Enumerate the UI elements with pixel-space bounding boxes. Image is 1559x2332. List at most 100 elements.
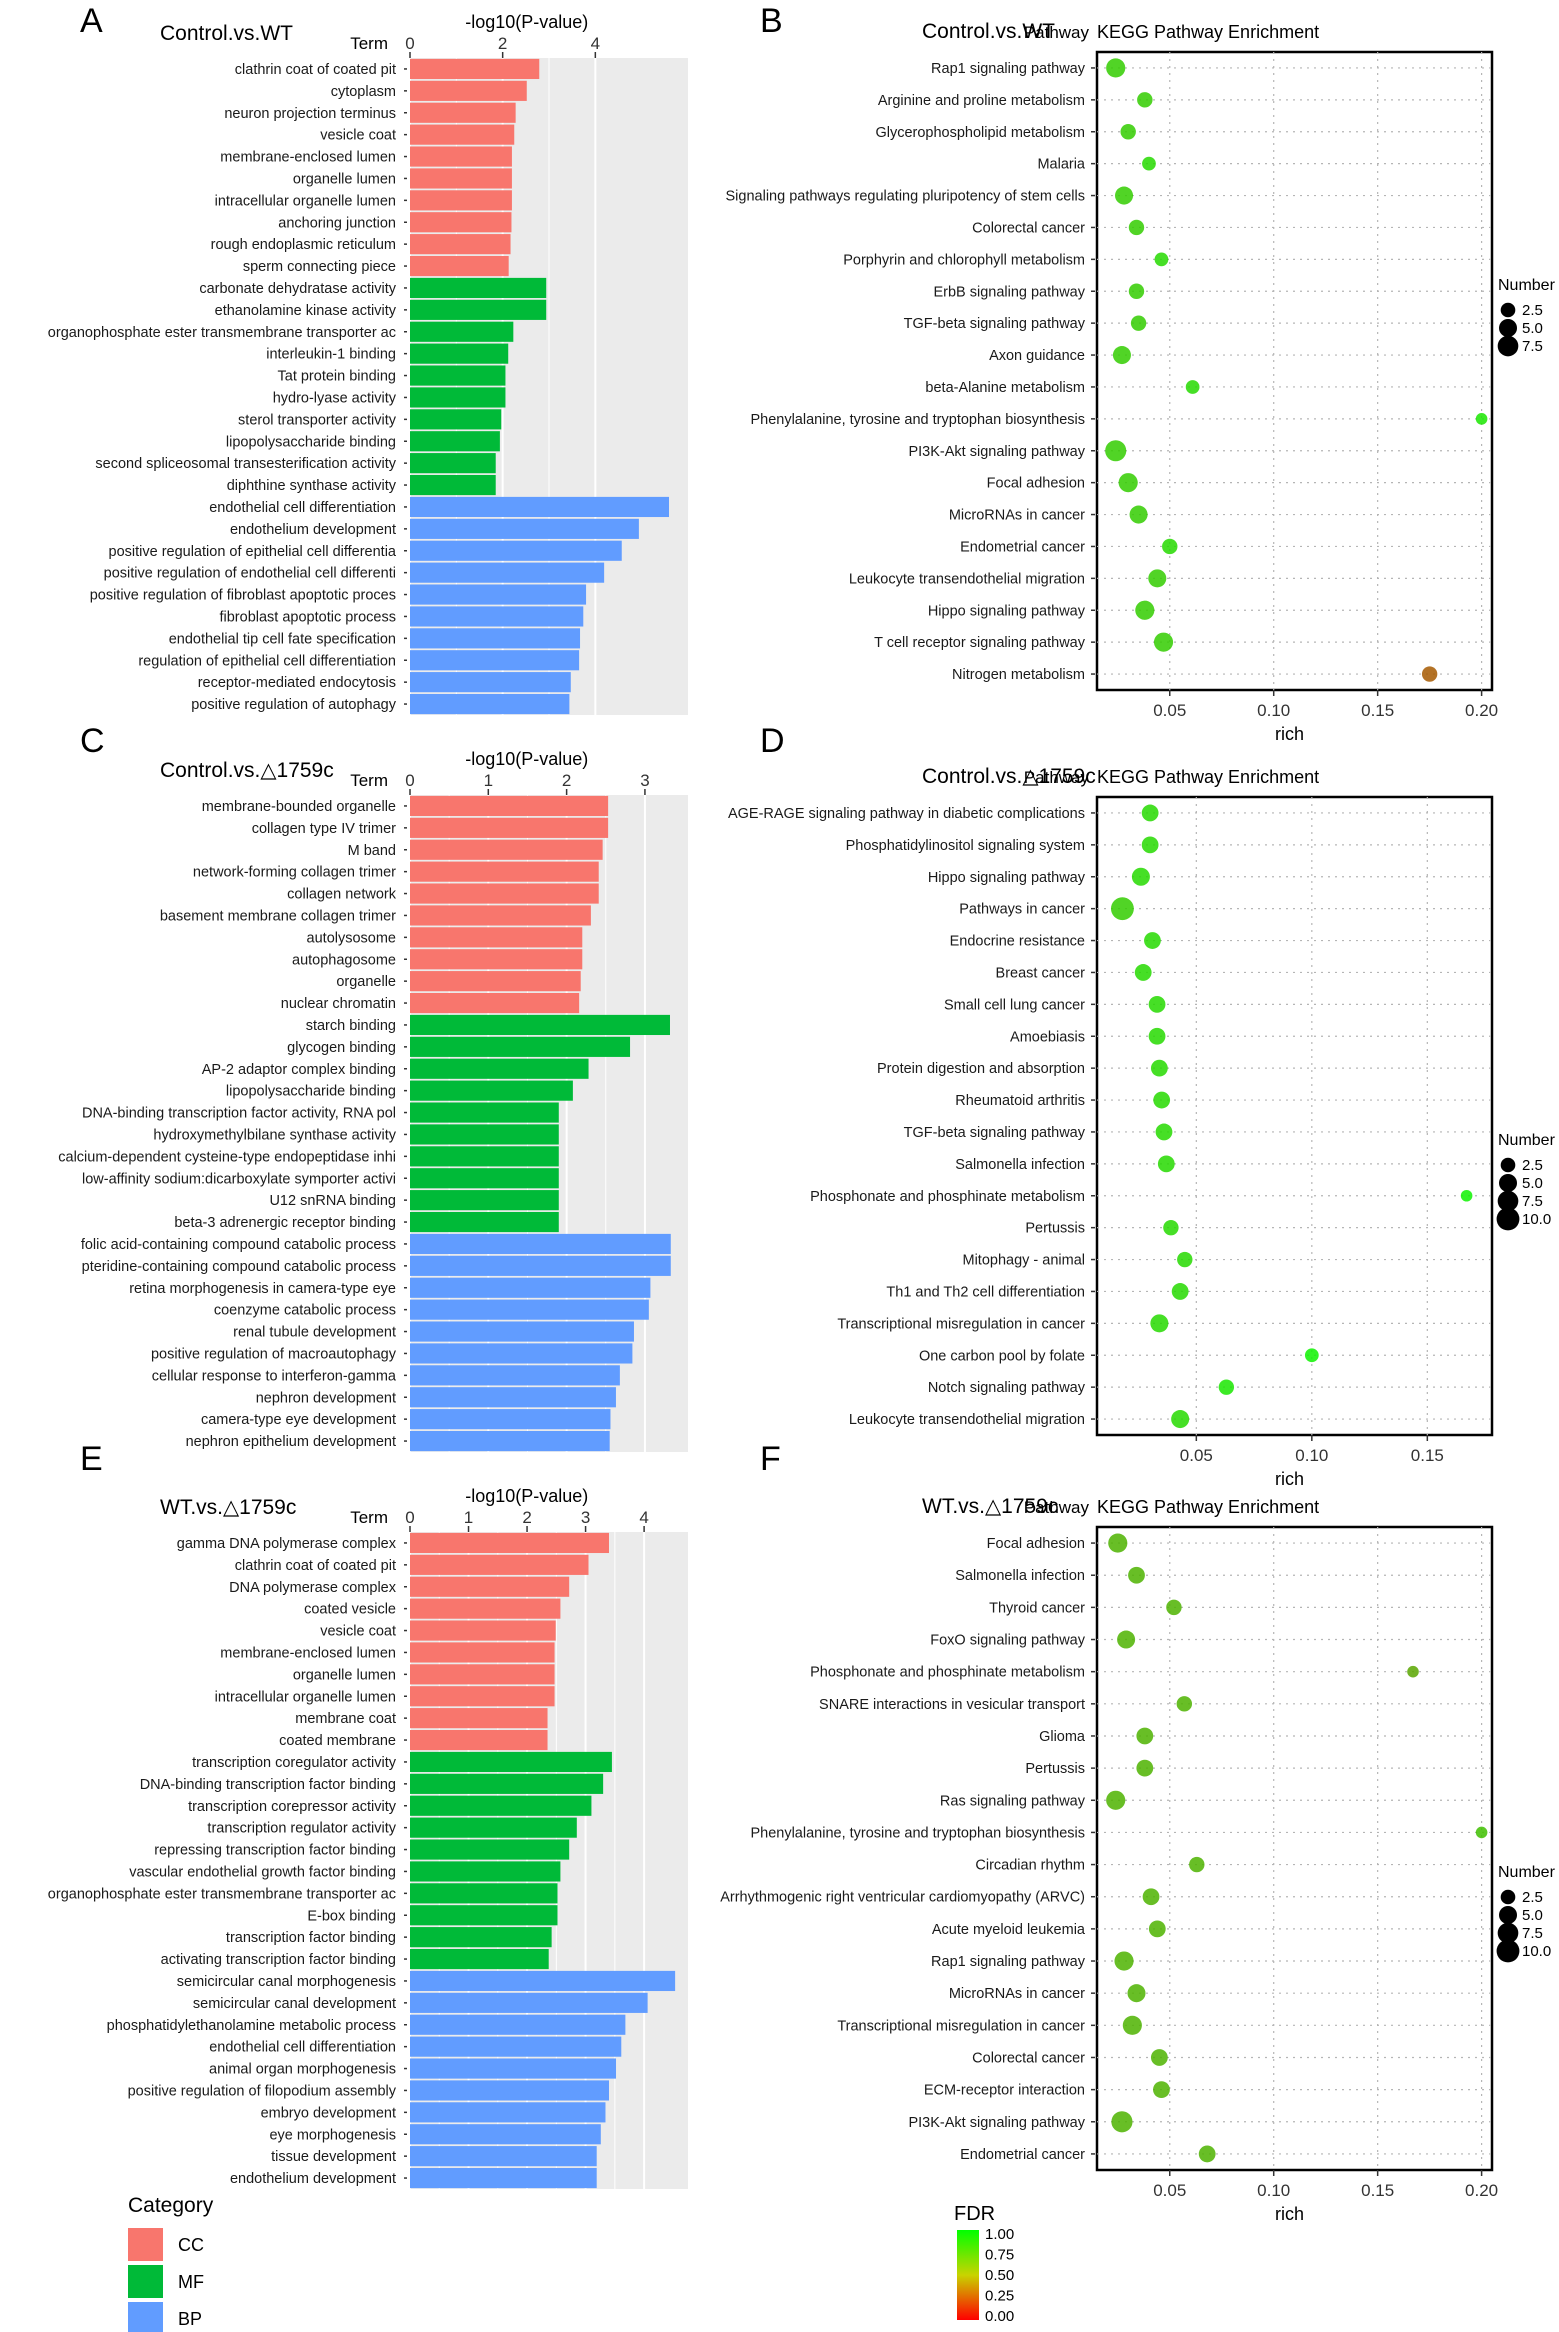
category-label: hydro-lyase activity <box>273 390 397 406</box>
category-swatch <box>128 2265 163 2298</box>
category-label: nephron epithelium development <box>186 1434 396 1450</box>
size-legend-label: 2.5 <box>1522 302 1543 319</box>
x-tick-label: 0.20 <box>1465 2181 1498 2200</box>
bar <box>410 1409 611 1430</box>
pathway-label: Circadian rhythm <box>975 1858 1085 1874</box>
bar <box>410 1642 555 1663</box>
pathway-label: SNARE interactions in vesicular transpor… <box>819 1697 1085 1713</box>
pathway-label: Transcriptional misregulation in cancer <box>837 1316 1085 1332</box>
pathway-label: Phosphonate and phosphinate metabolism <box>810 1665 1085 1681</box>
category-label: network-forming collagen trimer <box>193 865 396 881</box>
x-tick-label: 1 <box>484 771 493 790</box>
bar <box>410 540 622 561</box>
pathway-label: Endocrine resistance <box>950 934 1085 950</box>
y-axis-title: Pathway <box>1024 1498 1090 1517</box>
size-legend-label: 10.0 <box>1522 1211 1551 1228</box>
pathway-label: Arrhythmogenic right ventricular cardiom… <box>720 1890 1085 1906</box>
pathway-label: Endometrial cancer <box>960 2147 1085 2163</box>
category-label: collagen network <box>287 887 397 903</box>
y-axis-title: Pathway <box>1024 768 1090 787</box>
size-legend-dot <box>1498 1905 1518 1925</box>
bar <box>410 606 584 627</box>
data-point <box>1171 1410 1190 1429</box>
fdr-legend-label: 0.25 <box>985 2288 1014 2305</box>
category-label: membrane-enclosed lumen <box>220 150 396 166</box>
size-legend-dot <box>1498 318 1518 338</box>
category-label: beta-3 adrenergic receptor binding <box>174 1215 396 1231</box>
category-label: low-affinity sodium:dicarboxylate sympor… <box>82 1171 396 1187</box>
category-label: nuclear chromatin <box>281 996 396 1012</box>
bar <box>410 343 509 364</box>
bar <box>410 1948 549 1970</box>
fdr-legend-label: 1.00 <box>985 2226 1014 2243</box>
fdr-legend-label: 0.75 <box>985 2247 1014 2264</box>
bar <box>410 102 516 123</box>
category-label: carbonate dehydratase activity <box>199 281 396 297</box>
category-label: Tat protein binding <box>278 369 397 385</box>
bar <box>410 2167 597 2189</box>
bar <box>410 234 511 255</box>
category-label: second spliceosomal transesterification … <box>95 456 396 472</box>
category-label: E-box binding <box>307 1908 396 1924</box>
bar <box>410 1014 670 1036</box>
category-legend-label: CC <box>178 2235 204 2255</box>
category-label: cellular response to interferon-gamma <box>152 1368 397 1384</box>
category-label: ethanolamine kinase activity <box>215 303 397 319</box>
size-legend: Number 2.55.07.5 <box>1497 277 1556 357</box>
data-point <box>1148 1027 1166 1045</box>
pathway-label: FoxO signaling pathway <box>930 1633 1085 1649</box>
pathway-label: TGF-beta signaling pathway <box>904 1125 1086 1141</box>
category-label: gamma DNA polymerase complex <box>177 1536 397 1552</box>
data-point <box>1115 186 1134 205</box>
data-point <box>1141 836 1159 854</box>
size-legend: Number 2.55.07.510.0 <box>1496 1864 1556 1963</box>
pathway-label: Phenylalanine, tyrosine and tryptophan b… <box>750 1825 1085 1841</box>
data-point <box>1475 1826 1488 1839</box>
category-label: intracellular organelle lumen <box>215 193 396 209</box>
pathway-label: Phosphonate and phosphinate metabolism <box>810 1189 1085 1205</box>
x-tick-label: 0 <box>405 34 414 53</box>
category-label: clathrin coat of coated pit <box>235 62 396 78</box>
category-label: DNA-binding transcription factor binding <box>140 1777 396 1793</box>
category-label: anchoring junction <box>278 215 396 231</box>
category-label: autolysosome <box>307 930 396 946</box>
category-label: cytoplasm <box>331 84 396 100</box>
size-legend-label: 5.0 <box>1522 1907 1543 1924</box>
category-label: endothelium development <box>230 2171 396 2187</box>
size-legend-label: 10.0 <box>1522 1943 1551 1960</box>
bar <box>410 1058 589 1079</box>
x-tick-label: 0.10 <box>1295 1446 1328 1465</box>
size-legend-dot <box>1500 1157 1516 1173</box>
data-point <box>1128 219 1145 236</box>
bar <box>410 1905 558 1926</box>
category-label: interleukin-1 binding <box>266 347 396 363</box>
data-point <box>1304 1348 1319 1363</box>
data-point <box>1112 346 1131 365</box>
category-label: camera-type eye development <box>201 1412 396 1428</box>
category-label: DNA-binding transcription factor activit… <box>82 1106 396 1122</box>
size-legend-dot <box>1497 335 1519 357</box>
category-label: DNA polymerase complex <box>229 1580 397 1596</box>
bar <box>410 431 500 452</box>
pathway-label: Arginine and proline metabolism <box>878 93 1085 109</box>
bar <box>410 387 506 408</box>
bar <box>410 2014 626 2035</box>
pathway-label: Acute myeloid leukemia <box>932 1922 1086 1938</box>
panel-letter: E <box>80 1440 103 1478</box>
data-point <box>1162 538 1178 555</box>
bar <box>410 496 670 518</box>
size-legend-label: 5.0 <box>1522 320 1543 337</box>
bar <box>410 672 571 693</box>
category-label: calcium-dependent cysteine-type endopept… <box>58 1149 396 1165</box>
panel-f-dot-plot: 0.05 0.10 0.15 0.20 rich Pathway KEGG Pathway … <box>720 1440 1555 2224</box>
category-swatch <box>128 2302 163 2332</box>
category-label: coated membrane <box>279 1733 396 1749</box>
pathway-label: Thyroid cancer <box>989 1600 1085 1616</box>
x-axis-title: -log10(P-value) <box>465 12 588 32</box>
pathway-label: Glioma <box>1039 1729 1086 1745</box>
x-tick-label: 0.15 <box>1411 1446 1444 1465</box>
bar <box>410 1321 634 1342</box>
data-point <box>1460 1189 1473 1202</box>
pathway-label: Signaling pathways regulating pluripoten… <box>726 189 1085 205</box>
data-point <box>1142 1888 1160 1906</box>
